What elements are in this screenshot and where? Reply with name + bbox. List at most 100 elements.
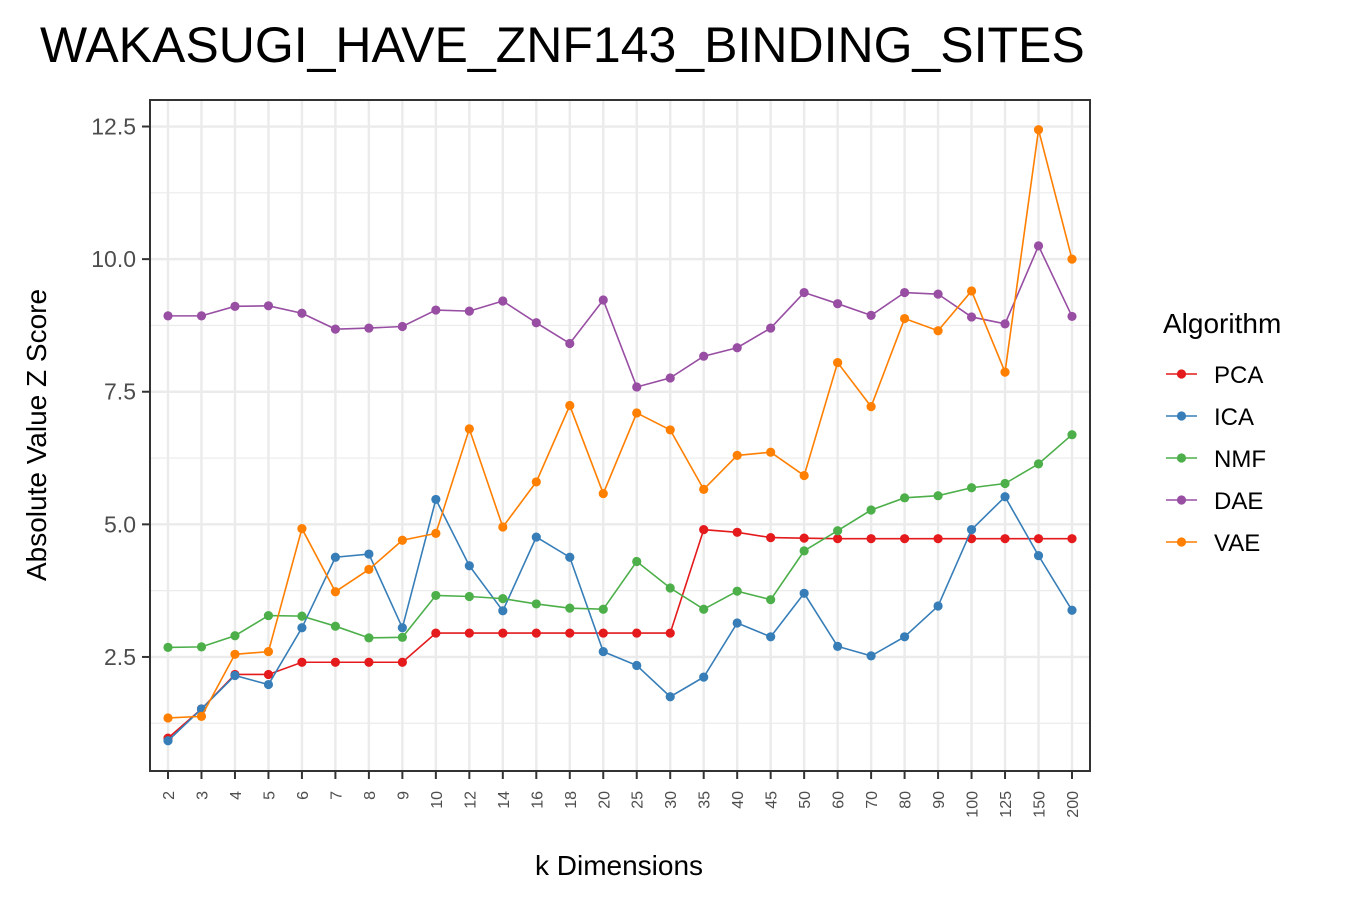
x-tick-label: 70 (864, 791, 881, 809)
series-nmf (163, 430, 1077, 653)
chart-title: WAKASUGI_HAVE_ZNF143_BINDING_SITES (40, 17, 1085, 73)
data-point-dae (230, 301, 240, 311)
data-point-vae (531, 477, 541, 487)
data-point-vae (699, 484, 709, 494)
data-point-nmf (1000, 478, 1010, 489)
data-point-vae (397, 535, 407, 545)
legend-item-nmf: NMF (1166, 446, 1266, 473)
data-point-pca (1067, 534, 1077, 544)
data-point-ica (230, 670, 240, 681)
data-point-pca (397, 657, 407, 667)
data-point-ica (598, 647, 608, 657)
legend: Algorithm PCA ICA NMF DAE VAE (1163, 308, 1281, 557)
x-tick-label: 25 (630, 791, 647, 809)
data-point-nmf (230, 631, 240, 641)
data-point-nmf (263, 610, 274, 621)
x-tick-label: 50 (797, 791, 814, 809)
legend-key-point (1176, 411, 1187, 421)
data-point-ica (933, 601, 943, 611)
data-point-ica (1033, 551, 1044, 561)
data-point-ica (866, 651, 876, 661)
data-point-dae (833, 299, 843, 309)
data-point-dae (632, 382, 642, 392)
x-tick-label: 4 (228, 791, 245, 800)
data-point-vae (230, 649, 240, 659)
data-point-nmf (899, 493, 910, 503)
y-tick-label: 2.5 (104, 644, 136, 670)
data-point-ica (665, 692, 675, 702)
data-point-dae (1033, 241, 1044, 251)
data-point-dae (263, 301, 274, 311)
data-point-nmf (665, 583, 675, 593)
data-point-nmf (531, 599, 541, 609)
data-point-ica (833, 641, 843, 651)
data-point-pca (297, 657, 307, 667)
data-point-nmf (163, 642, 173, 653)
x-tick-label: 2 (161, 791, 178, 800)
data-point-nmf (933, 491, 943, 501)
data-point-pca (531, 628, 541, 638)
data-point-vae (766, 447, 776, 457)
data-point-pca (565, 628, 575, 638)
legend-key-point (1176, 537, 1187, 547)
x-tick-label: 20 (596, 791, 613, 809)
data-point-vae (799, 470, 809, 481)
data-point-pca (431, 628, 441, 638)
legend-label: NMF (1214, 446, 1266, 473)
data-point-ica (799, 588, 809, 598)
x-tick-label: 6 (295, 791, 312, 800)
data-point-dae (699, 351, 709, 361)
series-line-vae (167, 129, 1073, 719)
series-line-pca (167, 528, 1072, 739)
legend-item-ica: ICA (1166, 404, 1254, 431)
data-point-ica (1067, 605, 1077, 615)
x-tick-label: 8 (362, 791, 379, 800)
data-point-nmf (732, 586, 742, 596)
data-point-dae (899, 287, 910, 298)
y-tick-label: 12.5 (91, 114, 136, 140)
data-point-nmf (196, 642, 207, 652)
data-point-vae (565, 400, 575, 411)
series-layer (163, 125, 1077, 746)
data-point-dae (799, 287, 809, 298)
x-tick-label: 200 (1065, 791, 1082, 818)
y-axis-title: Absolute Value Z Score (21, 289, 52, 581)
x-tick-label: 150 (1032, 791, 1049, 818)
data-point-vae (833, 357, 843, 368)
data-point-pca (1000, 534, 1010, 544)
data-point-vae (632, 408, 642, 418)
x-tick-label: 12 (462, 791, 479, 809)
data-point-pca (1033, 534, 1044, 544)
data-point-dae (397, 321, 407, 332)
data-point-pca (699, 525, 709, 535)
data-point-nmf (565, 603, 575, 613)
data-point-pca (364, 657, 374, 667)
x-tick-label: 3 (194, 791, 211, 800)
data-point-nmf (330, 621, 341, 631)
x-tick-label: 18 (563, 791, 580, 809)
y-tick-label: 5.0 (104, 511, 136, 537)
data-point-dae (665, 373, 675, 383)
series-line-nmf (167, 434, 1073, 649)
x-axis: 2 3 4 5 6 7 8 9 10 12 14 16 18 20 25 30 35 40 45 50 60 70 80 90… (161, 771, 1082, 818)
data-point-pca (598, 628, 608, 638)
legend-item-dae: DAE (1166, 488, 1263, 515)
data-point-dae (866, 310, 876, 320)
data-point-ica (297, 623, 307, 633)
data-point-dae (933, 289, 943, 299)
data-point-dae (431, 305, 441, 315)
x-tick-label: 9 (395, 791, 412, 800)
data-point-nmf (431, 590, 441, 601)
legend-label: VAE (1214, 530, 1260, 557)
x-tick-label: 40 (730, 791, 747, 809)
data-point-dae (766, 323, 776, 333)
data-point-pca (732, 527, 742, 537)
data-point-ica (766, 632, 776, 642)
legend-item-pca: PCA (1166, 362, 1263, 389)
data-point-nmf (966, 483, 977, 493)
data-point-ica (732, 618, 742, 628)
y-axis: 2.5 5.0 7.5 10.0 12.5 (91, 114, 150, 670)
data-point-dae (598, 295, 608, 305)
data-point-ica (364, 549, 374, 559)
data-point-nmf (297, 611, 307, 621)
